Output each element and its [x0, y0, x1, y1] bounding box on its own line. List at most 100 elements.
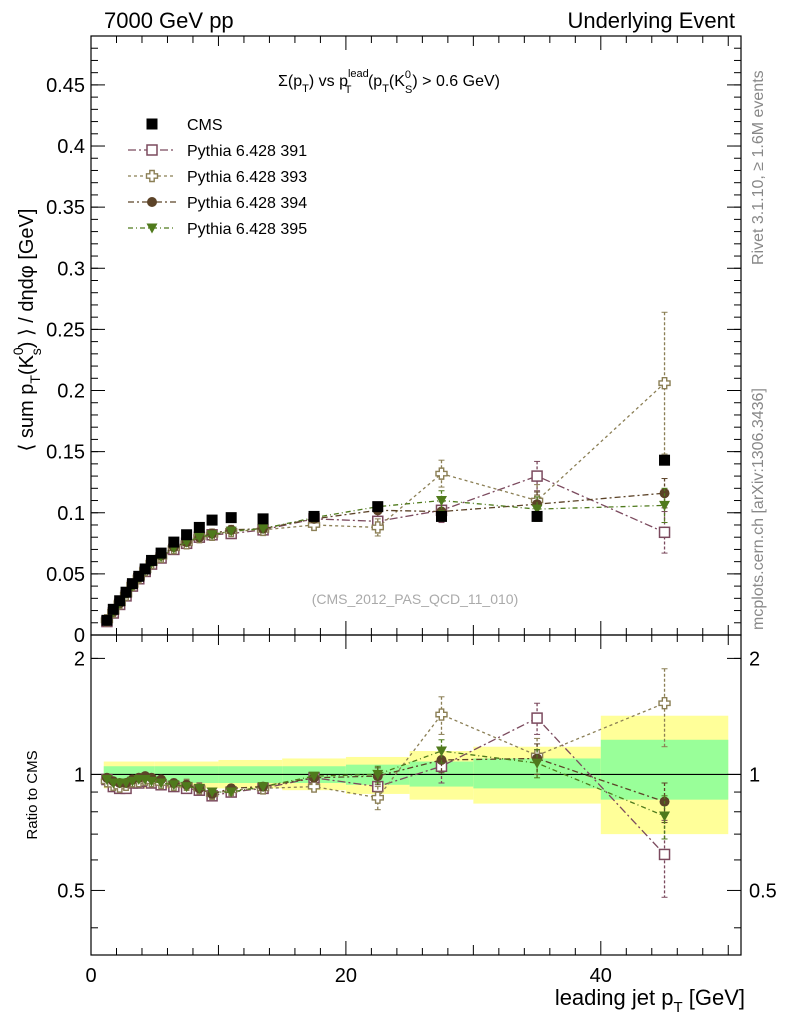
legend-marker [146, 144, 158, 156]
series-pythia-6-428-395 [101, 739, 671, 840]
data-point [257, 513, 269, 525]
data-point [659, 454, 671, 466]
header-right: Underlying Event [567, 8, 735, 33]
data-point [257, 782, 269, 793]
data-point [659, 811, 671, 822]
legend-marker [146, 223, 158, 234]
y-tick-label: 0.05 [46, 564, 85, 586]
x-tick-label: 20 [335, 965, 357, 987]
ratio-panel: 0.5 0.51 12 20 20 40 [57, 634, 777, 987]
y-tick-label: 0 [74, 625, 85, 647]
legend-label: Pythia 6.428 391 [187, 143, 307, 160]
data-point [146, 776, 158, 787]
data-point [181, 529, 193, 541]
data-point [307, 780, 321, 793]
plot-frame [90, 634, 742, 956]
y-tick-label-right: 0.5 [749, 880, 777, 902]
legend-entry: Pythia 6.428 391 [128, 143, 307, 160]
legend: CMS Pythia 6.428 391 Pythia 6.428 393 Pythi… [128, 117, 307, 238]
y-tick-label: 0.2 [57, 381, 85, 403]
data-point [206, 787, 218, 798]
data-point [531, 470, 543, 482]
data-point [225, 787, 237, 798]
data-point [126, 776, 138, 787]
data-point [181, 782, 193, 793]
y-axis-label-main: ⟨ sum pT(K0 s) ⟩ / dηdφ [GeV] [10, 209, 44, 452]
mcplots-label: mcplots.cern.ch [arXiv:1306.3436] [750, 388, 767, 630]
data-point [101, 775, 113, 786]
data-point [435, 467, 448, 480]
y-tick-label: 0.4 [57, 136, 85, 158]
series-line [106, 750, 665, 817]
data-point [155, 778, 167, 789]
series-pythia-6-428-393 [100, 311, 671, 627]
data-point [372, 769, 384, 780]
data-point [225, 526, 237, 537]
data-point [531, 712, 543, 724]
data-point [225, 512, 237, 524]
y-tick-label: 0.5 [57, 880, 85, 902]
data-point [658, 697, 671, 710]
data-point [659, 488, 670, 499]
y-tick-label: 0.3 [57, 258, 85, 280]
header-left: 7000 GeV pp [104, 8, 234, 33]
y-tick-label-right: 1 [749, 764, 760, 786]
data-point [435, 496, 447, 507]
legend-marker [147, 197, 157, 207]
series-line [106, 702, 665, 799]
data-point [168, 780, 180, 791]
data-point [371, 521, 384, 534]
x-axis-label: leading jet pT [GeV] [555, 985, 745, 1016]
legend-entry: Pythia 6.428 395 [128, 221, 307, 238]
y-tick-label: 2 [74, 648, 85, 670]
data-point [372, 501, 384, 513]
legend-entry: Pythia 6.428 393 [128, 169, 307, 186]
data-point [659, 500, 671, 511]
analysis-note: (CMS_2012_PAS_QCD_11_010) [312, 591, 519, 607]
data-point [107, 603, 119, 615]
y-tick-label: 0.15 [46, 442, 85, 464]
main-panel: 0 0.05 0.1 0.15 0.2 0.25 0.3 0.35 0.4 0.45 [46, 35, 742, 647]
data-point [658, 526, 671, 539]
data-point [133, 570, 145, 582]
data-point [193, 532, 205, 543]
y-tick-label: 0.35 [46, 197, 85, 219]
y-axis-label-ratio: Ratio to CMS [24, 750, 41, 839]
series-line [106, 492, 665, 621]
data-point [371, 791, 384, 804]
data-point [435, 510, 447, 522]
legend-label: Pythia 6.428 395 [187, 221, 307, 238]
data-point [193, 521, 205, 533]
data-point [139, 563, 151, 575]
data-point [206, 514, 218, 526]
y-tick-label: 1 [74, 764, 85, 786]
data-point [126, 578, 138, 590]
y-tick-label: 0.45 [46, 75, 85, 97]
legend-label: CMS [187, 117, 223, 134]
series-line [106, 757, 665, 803]
data-point [101, 614, 113, 626]
data-point [658, 376, 671, 390]
data-point [120, 586, 132, 598]
data-point [658, 848, 671, 861]
x-tick-label: 0 [85, 965, 96, 987]
data-point [168, 536, 180, 548]
series-line [106, 382, 665, 621]
series-cms [101, 454, 671, 626]
y-tick-label: 0.25 [46, 319, 85, 341]
legend-marker [145, 169, 159, 183]
data-point [435, 746, 447, 757]
data-point [308, 510, 320, 522]
legend-label: Pythia 6.428 394 [187, 195, 307, 212]
data-point [308, 771, 320, 782]
legend-entry: CMS [146, 117, 223, 134]
legend-marker [146, 118, 158, 130]
legend-label: Pythia 6.428 393 [187, 169, 307, 186]
data-point [193, 783, 205, 794]
data-point [531, 758, 543, 769]
data-point [146, 554, 158, 566]
data-point [435, 708, 448, 721]
legend-entry: Pythia 6.428 394 [128, 195, 307, 212]
data-point [531, 510, 543, 522]
